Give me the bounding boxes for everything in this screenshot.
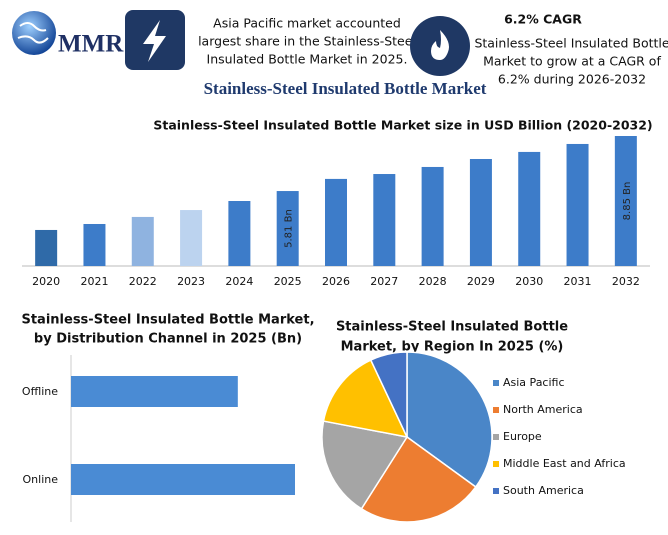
info-text: Market to grow at a CAGR of [483, 54, 661, 69]
bar [469, 158, 492, 266]
pie-slice [406, 351, 493, 489]
legend-marker [493, 407, 499, 413]
pie-slice [322, 359, 409, 439]
bar [566, 143, 589, 266]
x-tick-label: 2026 [322, 275, 350, 288]
info-text: 6.2% during 2026-2032 [498, 72, 646, 87]
bar [83, 223, 106, 266]
logo-text: MMR [58, 31, 124, 58]
pie-slice [360, 435, 477, 523]
cagr-title: 6.2% CAGR [504, 12, 582, 27]
legend-label: Asia Pacific [503, 376, 565, 389]
info-text: Stainless-Steel Insulated Bottle [474, 36, 668, 51]
x-tick-label: 2021 [80, 275, 108, 288]
x-tick-label: 2027 [370, 275, 398, 288]
info-text: Insulated Bottle Market in 2025. [207, 52, 408, 67]
bar [276, 191, 299, 266]
legend-label: Middle East and Africa [503, 457, 626, 470]
x-tick-label: 2032 [612, 275, 640, 288]
legend-label: North America [503, 403, 583, 416]
x-tick-label: 2028 [419, 275, 447, 288]
bar [518, 151, 541, 266]
chart-title: Stainless-Steel Insulated Bottle Market, [21, 313, 314, 328]
bar [614, 136, 637, 266]
info-text: largest share in the Stainless-Steel [198, 34, 416, 49]
y-tick-label: Offline [22, 385, 58, 398]
x-tick-label: 2025 [274, 275, 302, 288]
pie-slice [321, 420, 409, 510]
x-tick-label: 2020 [32, 275, 60, 288]
bar [180, 210, 203, 266]
x-tick-label: 2024 [225, 275, 253, 288]
bar [325, 178, 347, 266]
x-tick-label: 2030 [515, 275, 543, 288]
logo-globe [12, 11, 56, 55]
x-tick-label: 2022 [129, 275, 157, 288]
x-tick-label: 2031 [564, 275, 592, 288]
bar [228, 201, 251, 266]
bar [131, 216, 154, 266]
logo-globe-lines [17, 22, 49, 44]
legend-label: South America [503, 484, 584, 497]
bar [373, 174, 396, 266]
x-tick-label: 2029 [467, 275, 495, 288]
value-label: 5.81 Bn [284, 209, 295, 248]
chart-title: Market, by Region In 2025 (%) [341, 340, 564, 355]
chart-title: by Distribution Channel in 2025 (Bn) [34, 332, 302, 347]
chart-title: Stainless-Steel Insulated Bottle [336, 320, 568, 335]
pie-slice [369, 351, 408, 438]
flame-icon [431, 30, 449, 60]
lightning-icon [143, 20, 166, 62]
icon-circle [410, 16, 470, 76]
info-text: Asia Pacific market accounted [213, 16, 401, 31]
value-label: 8.85 Bn [622, 182, 633, 221]
bar [71, 376, 238, 407]
bar [35, 229, 58, 266]
x-tick-label: 2023 [177, 275, 205, 288]
legend-marker [493, 434, 499, 440]
chart-title: Stainless-Steel Insulated Bottle Market … [153, 118, 652, 133]
legend-marker [493, 488, 499, 494]
legend-marker [493, 380, 499, 386]
bar [71, 464, 295, 495]
bar [421, 166, 444, 266]
main-title: Stainless-Steel Insulated Bottle Market [204, 79, 487, 98]
legend-marker [493, 461, 499, 467]
y-tick-label: Online [23, 473, 59, 486]
legend-label: Europe [503, 430, 542, 443]
